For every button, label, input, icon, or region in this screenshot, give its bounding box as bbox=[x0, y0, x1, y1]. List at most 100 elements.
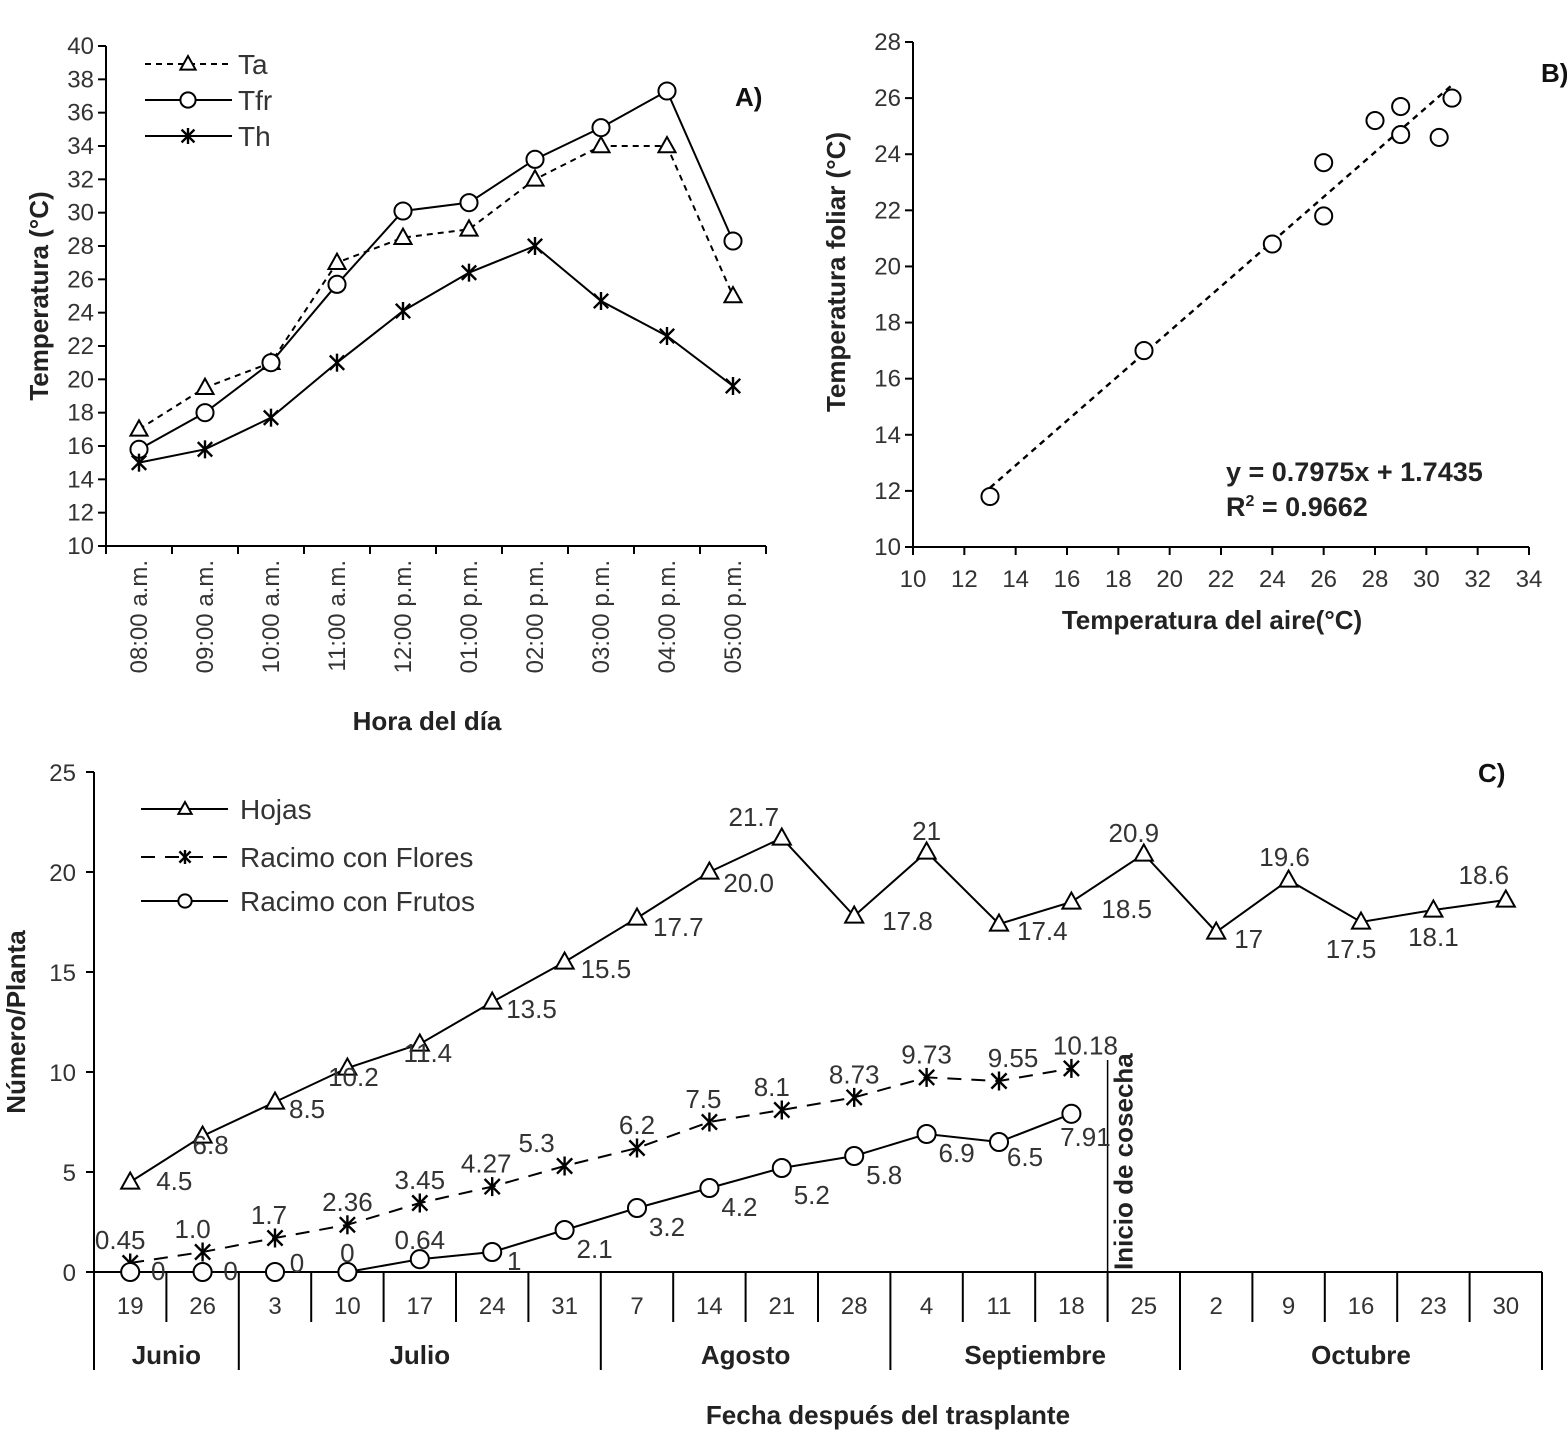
c-date-label: 23 bbox=[1420, 1293, 1447, 1320]
c-marker-1 bbox=[266, 1228, 284, 1248]
c-harvest-annotation: Inicio de cosecha bbox=[1109, 1053, 1139, 1270]
a-series-line-th bbox=[138, 244, 734, 464]
c-marker-0 bbox=[409, 1032, 431, 1052]
c-data-label: 9.55 bbox=[988, 1043, 1039, 1073]
c-marker-0 bbox=[1422, 898, 1445, 918]
c-data-label: 0.45 bbox=[95, 1225, 146, 1255]
c-legend-marker-1 bbox=[178, 850, 192, 864]
a-x-tick-label: 05:00 p.m. bbox=[720, 560, 747, 673]
b-scatter-point bbox=[1442, 88, 1462, 108]
c-series-line-1 bbox=[130, 1067, 1072, 1264]
c-data-label: 6.5 bbox=[1007, 1142, 1043, 1172]
c-data-label: 9.73 bbox=[901, 1039, 952, 1069]
c-data-label: 8.5 bbox=[289, 1094, 325, 1124]
c-marker-0 bbox=[915, 840, 938, 860]
a-legend-marker-ta bbox=[178, 53, 198, 71]
b-y-tick-label: 26 bbox=[874, 85, 901, 112]
c-data-label: 11.4 bbox=[403, 1038, 452, 1068]
c-marker-0 bbox=[1495, 888, 1517, 908]
c-data-label: 21 bbox=[912, 816, 941, 846]
c-y-tick-label: 20 bbox=[49, 860, 76, 887]
c-data-label: 6.8 bbox=[193, 1130, 229, 1160]
b-x-tick-label: 28 bbox=[1362, 566, 1389, 593]
c-data-label: 17.7 bbox=[653, 912, 704, 942]
c-marker-2 bbox=[409, 1249, 430, 1270]
c-date-label: 4 bbox=[920, 1293, 933, 1320]
b-scatter-point bbox=[1391, 125, 1411, 145]
c-y-tick-label: 5 bbox=[63, 1160, 76, 1187]
c-data-label: 3.45 bbox=[394, 1165, 445, 1195]
c-date-label: 21 bbox=[768, 1293, 795, 1320]
c-series-line-0 bbox=[129, 836, 1506, 1183]
c-marker-2 bbox=[120, 1261, 141, 1283]
b-scatter-point bbox=[1365, 111, 1385, 131]
c-marker-0 bbox=[336, 1056, 359, 1076]
a-series-line-ta bbox=[138, 145, 734, 431]
b-x-tick-label: 14 bbox=[1002, 566, 1029, 593]
c-marker-0 bbox=[843, 904, 865, 924]
c-marker-2 bbox=[916, 1123, 937, 1145]
a-marker-th bbox=[196, 440, 214, 459]
c-marker-0 bbox=[1205, 920, 1227, 940]
b-y-axis-title: Temperatura foliar (°C) bbox=[821, 132, 851, 412]
a-y-tick-label: 28 bbox=[67, 233, 94, 260]
a-marker-tfr bbox=[591, 118, 611, 138]
c-month-label: Agosto bbox=[701, 1340, 791, 1370]
c-marker-2 bbox=[988, 1131, 1010, 1153]
c-marker-1 bbox=[773, 1100, 791, 1120]
c-marker-1 bbox=[700, 1112, 718, 1132]
c-marker-2 bbox=[626, 1197, 648, 1219]
a-marker-ta bbox=[392, 226, 414, 245]
b-x-axis-title: Temperatura del aire(°C) bbox=[1062, 605, 1362, 635]
c-marker-0 bbox=[771, 826, 793, 846]
c-data-label: 10.18 bbox=[1053, 1030, 1118, 1060]
a-y-tick-label: 20 bbox=[67, 366, 94, 393]
c-marker-2 bbox=[482, 1241, 503, 1263]
b-y-tick-label: 12 bbox=[874, 478, 901, 505]
a-marker-ta bbox=[722, 284, 744, 304]
c-data-label: 0 bbox=[290, 1248, 304, 1278]
a-marker-tfr bbox=[195, 403, 215, 423]
a-y-tick-label: 12 bbox=[67, 500, 94, 527]
a-marker-ta bbox=[524, 168, 546, 187]
a-marker-th bbox=[130, 453, 148, 472]
b-y-tick-label: 18 bbox=[874, 310, 901, 337]
c-data-label: 18.6 bbox=[1458, 860, 1509, 890]
b-y-tick-label: 10 bbox=[874, 534, 901, 561]
c-date-label: 26 bbox=[189, 1293, 216, 1320]
c-marker-2 bbox=[192, 1261, 213, 1283]
c-data-label: 20.9 bbox=[1108, 818, 1159, 848]
a-x-tick-label: 12:00 p.m. bbox=[390, 560, 417, 673]
c-date-label: 3 bbox=[268, 1293, 281, 1320]
c-data-label: 8.1 bbox=[754, 1072, 790, 1102]
c-marker-0 bbox=[698, 860, 721, 880]
b-x-tick-label: 30 bbox=[1413, 566, 1440, 593]
c-data-label: 1 bbox=[507, 1246, 521, 1276]
c-marker-2 bbox=[337, 1261, 358, 1283]
a-marker-tfr bbox=[459, 193, 479, 213]
a-legend-label-ta: Ta bbox=[238, 49, 268, 80]
c-month-label: Septiembre bbox=[964, 1340, 1106, 1370]
b-equation: y = 0.7975x + 1.7435 bbox=[1226, 457, 1483, 487]
a-x-tick-label: 01:00 p.m. bbox=[456, 560, 483, 673]
c-data-label: 21.7 bbox=[728, 802, 779, 832]
c-legend-label-1: Racimo con Flores bbox=[240, 842, 473, 873]
b-scatter-point bbox=[1262, 234, 1282, 254]
c-data-label: 10.2 bbox=[328, 1062, 379, 1092]
a-legend-marker-tfr bbox=[179, 91, 197, 109]
c-y-tick-label: 0 bbox=[63, 1260, 76, 1287]
c-data-label: 4.2 bbox=[721, 1192, 757, 1222]
a-marker-ta bbox=[656, 134, 678, 154]
b-scatter-point bbox=[1314, 206, 1334, 226]
a-marker-ta bbox=[194, 376, 216, 395]
a-y-axis-title: Temperatura (°C) bbox=[24, 191, 54, 400]
a-marker-tfr bbox=[525, 149, 545, 169]
a-marker-ta bbox=[128, 418, 150, 437]
c-marker-1 bbox=[918, 1067, 936, 1087]
c-data-label: 1.0 bbox=[175, 1214, 211, 1244]
b-y-tick-label: 16 bbox=[874, 366, 901, 393]
b-y-tick-label: 14 bbox=[874, 422, 901, 449]
a-panel-label: A) bbox=[735, 82, 762, 112]
